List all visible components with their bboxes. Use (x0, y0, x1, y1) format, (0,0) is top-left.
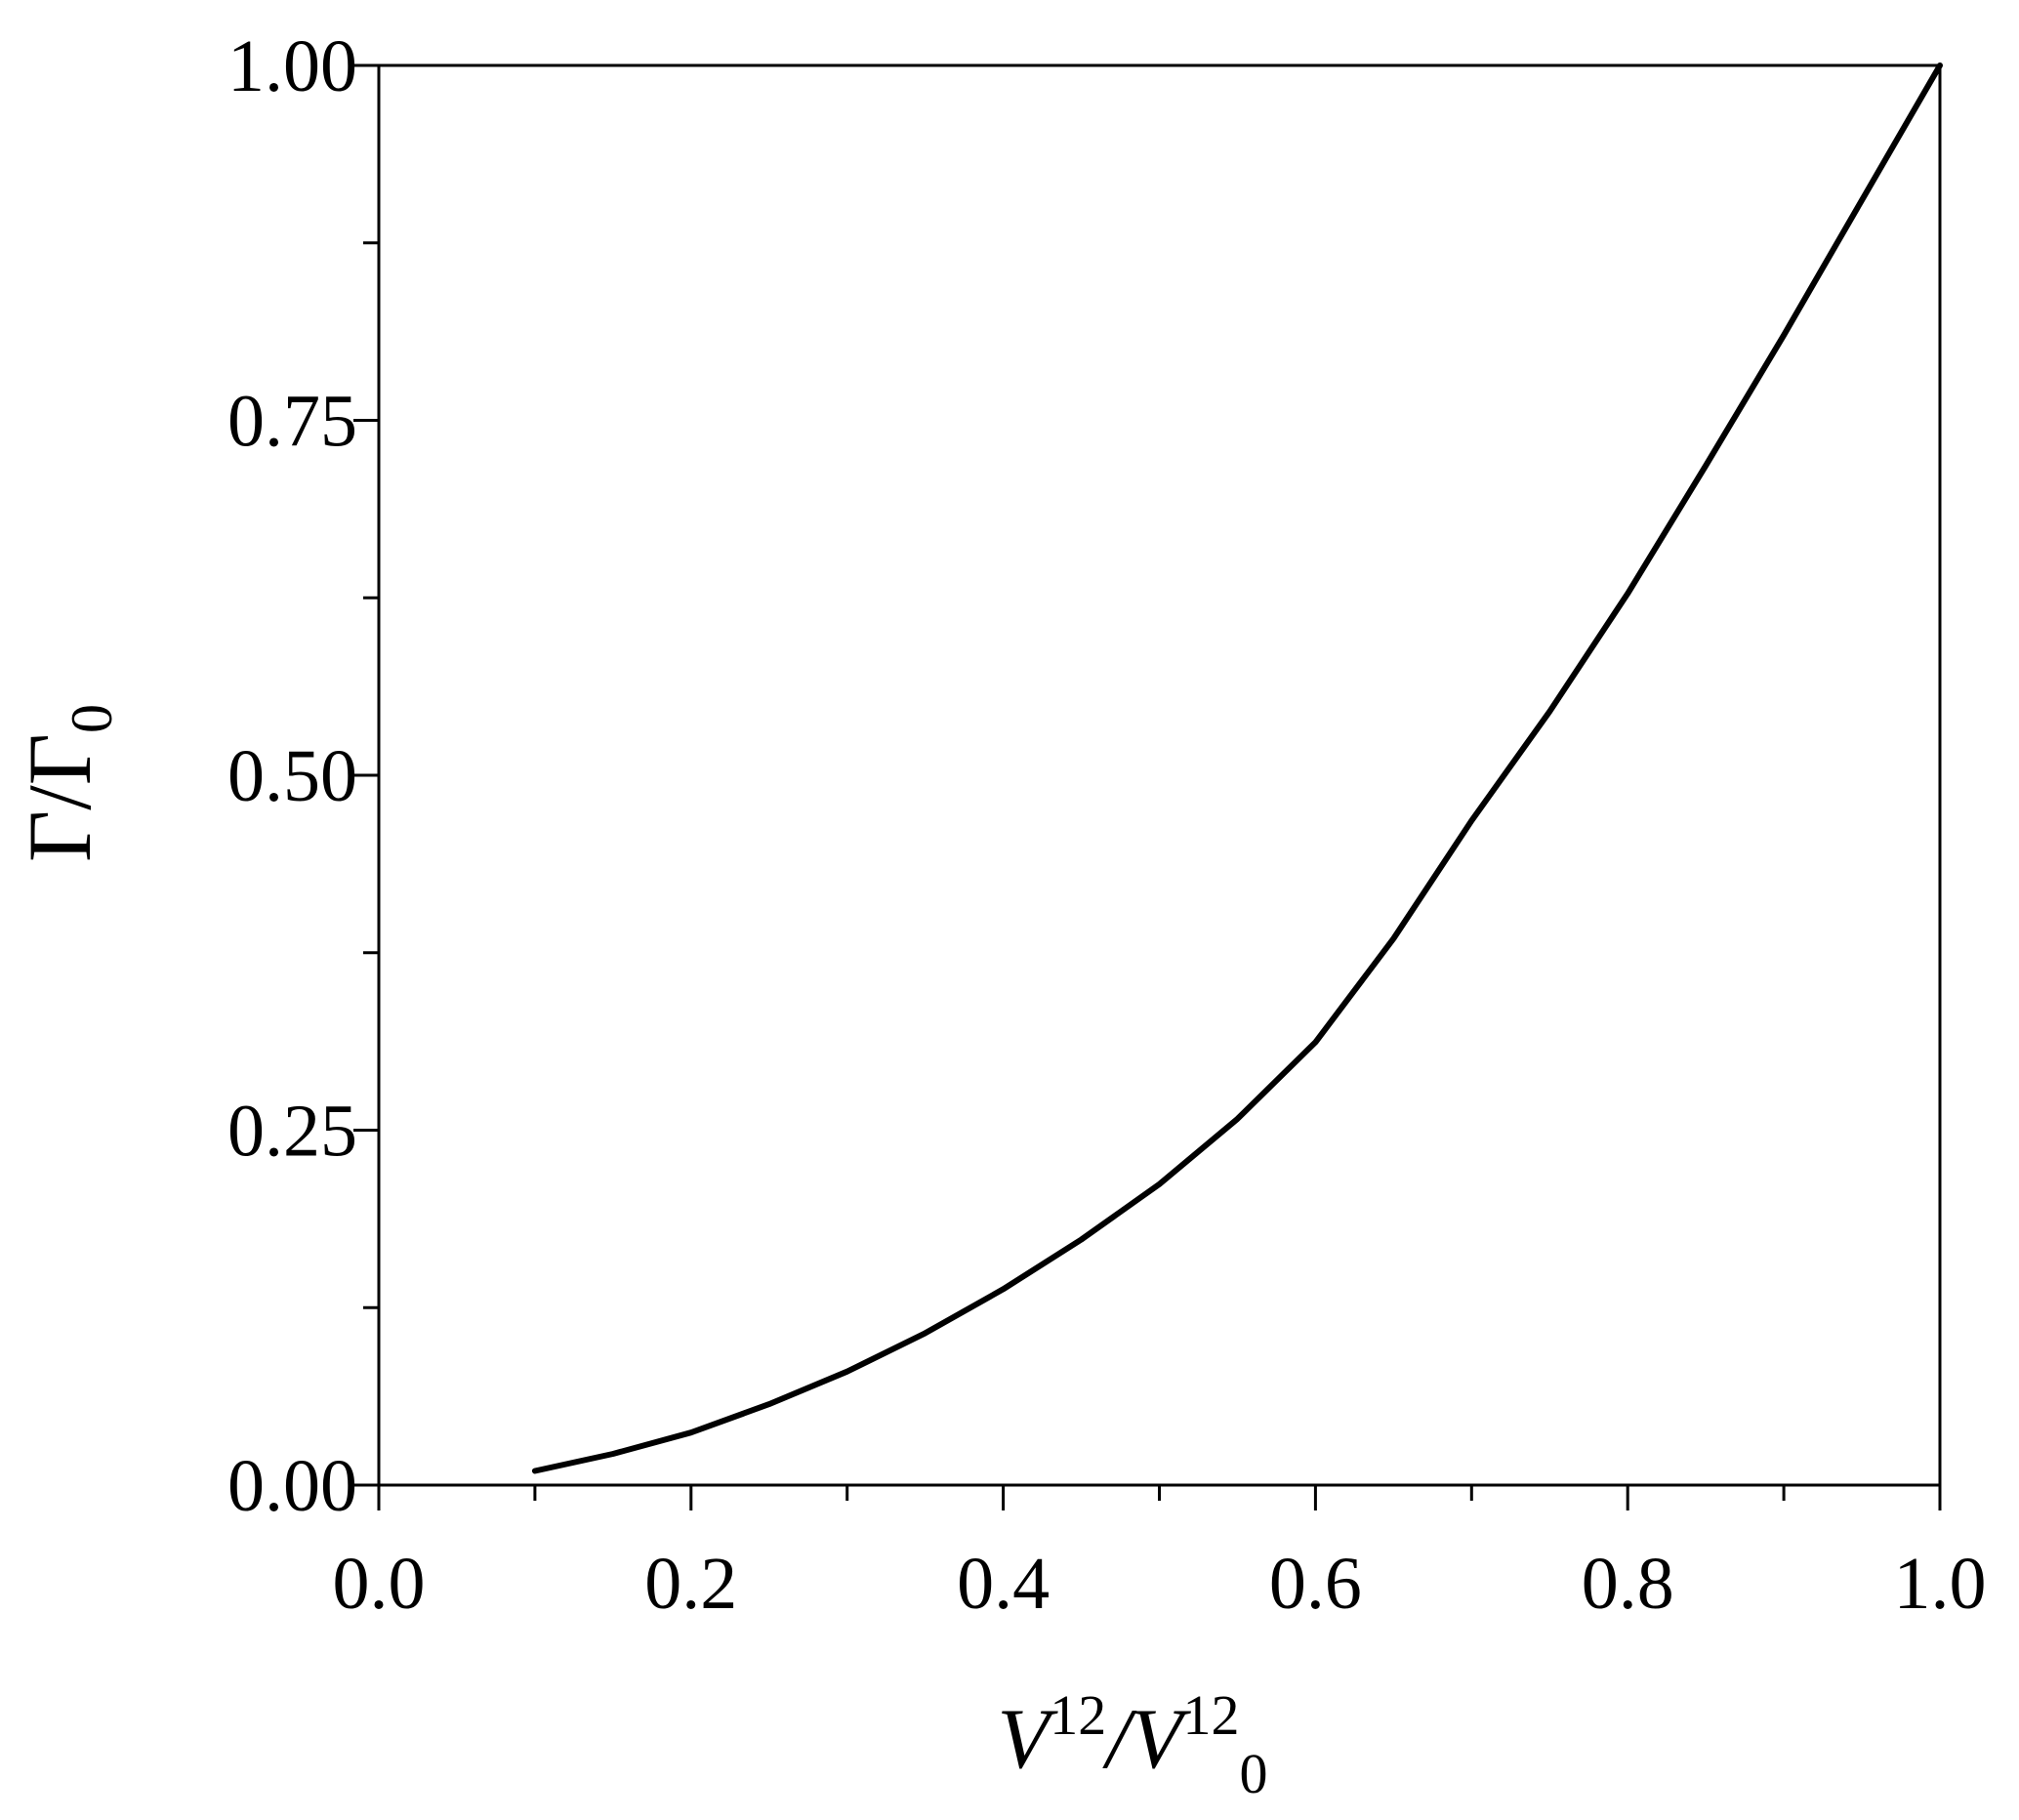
y-tick-label: 0.00 (227, 1445, 357, 1527)
y-tick-label: 0.75 (227, 381, 357, 463)
series (531, 62, 1943, 1474)
y-axis-title: Γ/Γ0 (10, 704, 124, 862)
x-tick-label: 1.0 (1894, 1543, 1987, 1625)
x-tick-label: 0.8 (1582, 1543, 1674, 1625)
x-axis-title: V12/V120 (998, 1683, 1268, 1805)
x-tick-label: 0.4 (957, 1543, 1050, 1625)
y-tick-label: 0.25 (227, 1091, 357, 1173)
x-tick-label: 0.2 (644, 1543, 737, 1625)
series-line (531, 62, 1943, 1474)
axes (377, 63, 1942, 1487)
y-tick-label: 1.00 (227, 25, 357, 107)
x-tick-label: 0.0 (333, 1543, 426, 1625)
ticks (353, 63, 1942, 1510)
tick-labels: 0.0 0.2 0.4 0.6 0.8 1.0 0.00 0.25 0.50 0.75 1.00 (227, 25, 1987, 1625)
x-tick-label: 0.6 (1269, 1543, 1362, 1625)
y-tick-label: 0.50 (227, 735, 357, 817)
